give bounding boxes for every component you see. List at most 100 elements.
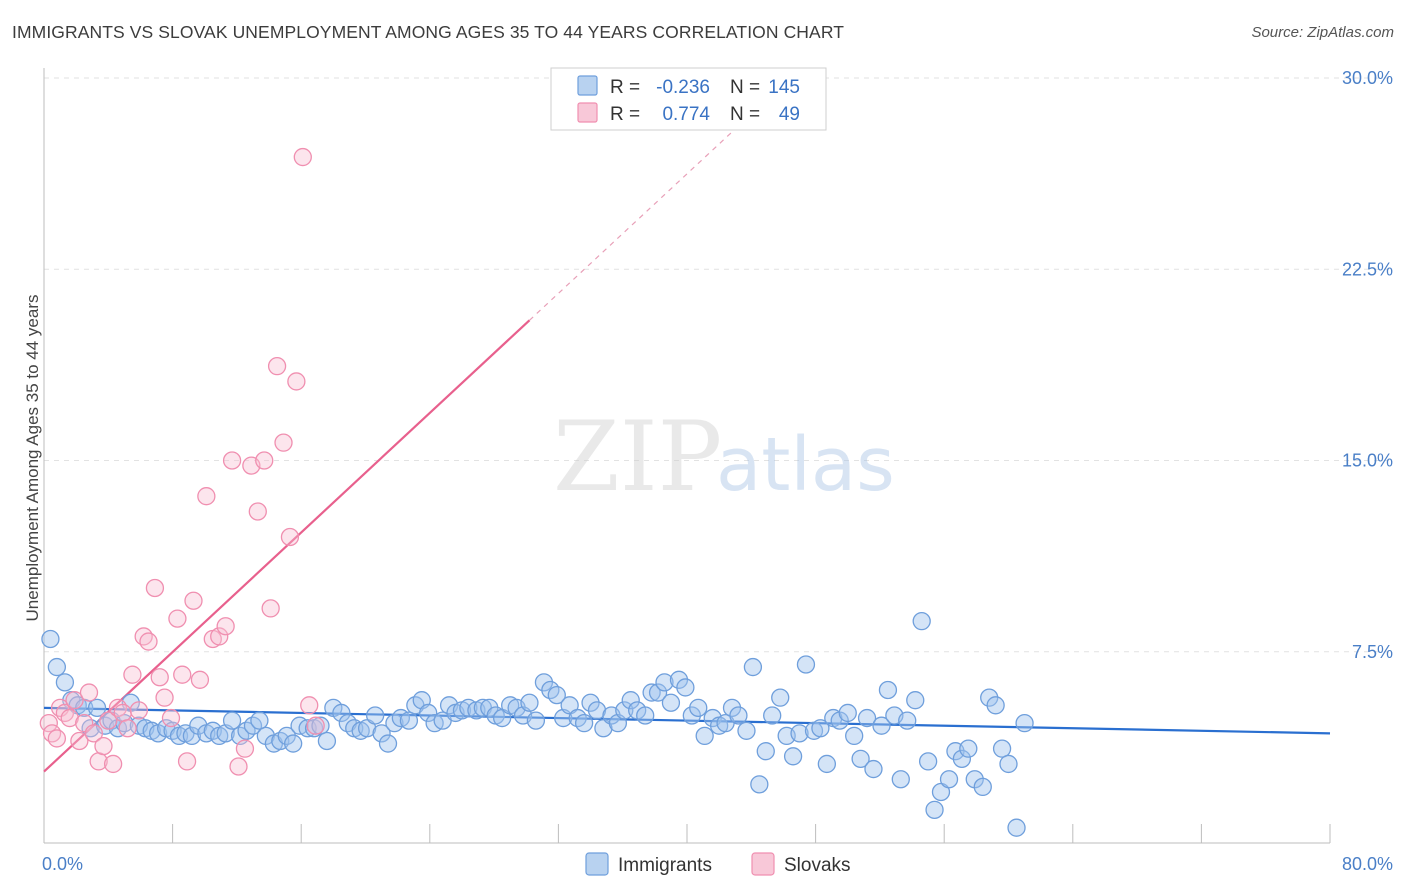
watermark: ZIP atlas bbox=[553, 401, 895, 513]
legend-immigrants-n-label: N = bbox=[730, 77, 760, 98]
slovaks-point-44 bbox=[280, 527, 300, 547]
immigrants-point-97 bbox=[695, 726, 714, 746]
immigrants-point-0 bbox=[41, 629, 60, 649]
slovaks-point-24 bbox=[155, 688, 174, 707]
immigrants-point-96 bbox=[689, 698, 708, 717]
immigrants-point-121 bbox=[857, 708, 877, 728]
slovaks-point-36 bbox=[229, 757, 248, 776]
legend-bottom-slovaks-label: Slovaks bbox=[784, 855, 851, 876]
legend-immigrants-r-value: -0.236 bbox=[656, 77, 710, 98]
immigrants-point-50 bbox=[378, 734, 398, 753]
x-tick-label-min: 0.0% bbox=[42, 854, 83, 874]
slovaks-point-27 bbox=[173, 665, 192, 684]
immigrants-point-119 bbox=[845, 726, 864, 746]
immigrants-point-120 bbox=[851, 749, 870, 768]
grid-lines bbox=[44, 77, 1392, 653]
immigrants-point-112 bbox=[796, 655, 816, 674]
immigrants-point-128 bbox=[906, 691, 925, 710]
y-tick-label-0: 7.5% bbox=[1352, 642, 1393, 662]
slovaks-point-22 bbox=[145, 578, 165, 598]
immigrants-point-56 bbox=[419, 703, 438, 723]
slovaks-point-5 bbox=[60, 708, 79, 728]
immigrants-point-36 bbox=[284, 734, 303, 753]
immigrants-point-143 bbox=[1007, 818, 1026, 837]
slovaks-point-2 bbox=[47, 729, 67, 748]
immigrants-point-118 bbox=[838, 703, 857, 723]
immigrants-point-49 bbox=[372, 724, 391, 743]
slovaks-point-6 bbox=[65, 691, 84, 710]
immigrants-point-142 bbox=[999, 754, 1018, 774]
watermark-atlas: atlas bbox=[716, 422, 895, 508]
immigrants-point-31 bbox=[250, 711, 269, 730]
y-tick-labels: 7.5% 15.0% 22.5% 30.0% bbox=[1342, 68, 1393, 662]
slovaks-point-30 bbox=[190, 670, 210, 689]
immigrants-point-41 bbox=[317, 731, 337, 751]
immigrants-point-107 bbox=[763, 706, 782, 725]
immigrants-point-138 bbox=[973, 777, 992, 797]
immigrants-point-53 bbox=[399, 711, 419, 730]
immigrants-point-140 bbox=[986, 696, 1005, 715]
slovaks-point-12 bbox=[94, 736, 113, 756]
immigrants-point-114 bbox=[811, 719, 830, 738]
slovaks-point-21 bbox=[139, 632, 158, 651]
x-tick-labels: 0.0% 80.0% bbox=[42, 854, 1393, 874]
slovaks-point-37 bbox=[235, 739, 255, 758]
legend-slovaks-r-label: R = bbox=[610, 104, 640, 125]
immigrants-point-91 bbox=[655, 673, 674, 692]
immigrants-point-136 bbox=[959, 739, 978, 758]
y-tick-label-2: 22.5% bbox=[1342, 259, 1393, 279]
slovaks-point-47 bbox=[300, 696, 319, 715]
immigrants-point-133 bbox=[939, 770, 959, 789]
immigrants-points bbox=[41, 612, 1034, 837]
immigrants-point-129 bbox=[912, 612, 931, 631]
immigrants-point-141 bbox=[992, 739, 1012, 758]
legend-bottom-immigrants-label: Immigrants bbox=[618, 855, 712, 876]
immigrants-point-86 bbox=[621, 691, 640, 710]
immigrants-point-85 bbox=[615, 701, 634, 720]
x-tick-label-max: 80.0% bbox=[1342, 854, 1393, 874]
slovaks-point-35 bbox=[222, 451, 242, 470]
immigrants-point-105 bbox=[750, 775, 769, 794]
slovaks-point-0 bbox=[39, 714, 58, 733]
immigrants-point-94 bbox=[676, 678, 695, 697]
immigrants-point-75 bbox=[547, 685, 566, 705]
watermark-zip: ZIP bbox=[553, 401, 722, 513]
legend-bottom: Immigrants Slovaks bbox=[585, 852, 851, 876]
slovaks-point-29 bbox=[184, 591, 203, 610]
legend-bottom-slovaks-swatch bbox=[751, 852, 775, 876]
legend-slovaks-n-value: 49 bbox=[779, 104, 800, 125]
slovaks-point-19 bbox=[129, 701, 148, 720]
slovaks-point-23 bbox=[150, 668, 169, 687]
immigrants-point-48 bbox=[365, 706, 385, 725]
slovaks-point-10 bbox=[84, 724, 103, 743]
slovaks-point-9 bbox=[79, 683, 99, 702]
immigrants-point-21 bbox=[182, 726, 202, 746]
slovaks-point-25 bbox=[161, 708, 181, 728]
immigrants-point-115 bbox=[817, 754, 837, 774]
immigrants-point-79 bbox=[574, 714, 594, 733]
legend-bottom-immigrants-swatch bbox=[585, 852, 609, 876]
slovaks-point-18 bbox=[123, 665, 142, 684]
immigrants-point-130 bbox=[918, 752, 938, 771]
slovaks-point-17 bbox=[118, 719, 137, 738]
slovaks-point-7 bbox=[70, 731, 89, 751]
immigrants-point-2 bbox=[55, 673, 75, 692]
slovaks-point-16 bbox=[113, 703, 132, 723]
legend-immigrants-swatch bbox=[577, 75, 598, 96]
slovaks-point-48 bbox=[306, 716, 325, 735]
slovaks-point-39 bbox=[248, 502, 267, 521]
immigrants-point-40 bbox=[311, 716, 330, 735]
immigrants-point-27 bbox=[222, 711, 242, 730]
immigrants-point-124 bbox=[878, 680, 898, 700]
immigrants-point-126 bbox=[891, 770, 910, 789]
legend-top: R = -0.236 N = 145 R = 0.774 N = 49 bbox=[550, 67, 827, 131]
immigrants-point-7 bbox=[87, 698, 107, 717]
slovaks-point-28 bbox=[177, 752, 197, 771]
immigrants-point-90 bbox=[648, 683, 668, 702]
slovaks-point-13 bbox=[99, 711, 118, 730]
axes bbox=[43, 68, 1331, 844]
legend-immigrants-r-label: R = bbox=[610, 77, 640, 98]
immigrants-point-43 bbox=[332, 703, 351, 723]
slovaks-point-41 bbox=[261, 599, 280, 618]
immigrants-point-111 bbox=[790, 724, 809, 743]
